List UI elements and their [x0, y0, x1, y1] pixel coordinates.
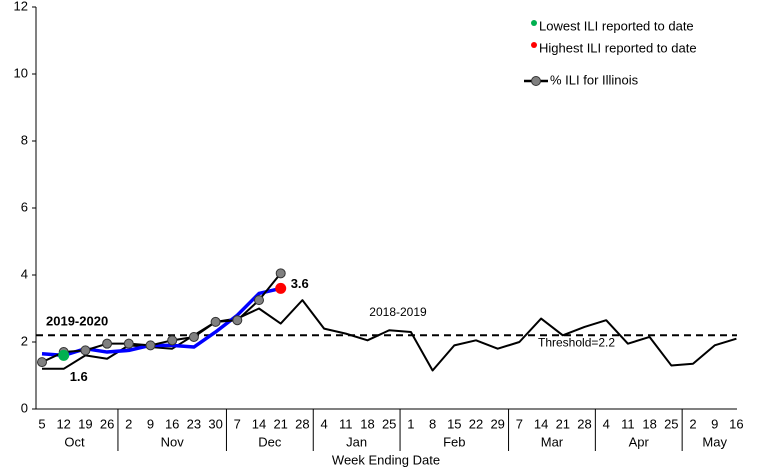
x-tick-label: 4 — [603, 416, 610, 431]
x-tick-label: 9 — [147, 416, 154, 431]
series-marker — [123, 338, 134, 349]
x-tick-label: 7 — [234, 416, 241, 431]
x-tick-label: 14 — [534, 416, 548, 431]
x-tick-label: 22 — [469, 416, 483, 431]
x-tick-label: 30 — [208, 416, 222, 431]
x-tick-label: 25 — [382, 416, 396, 431]
x-tick-label: 11 — [339, 416, 353, 431]
x-tick-label: 15 — [447, 416, 461, 431]
highlight-dot — [58, 349, 70, 361]
series-marker — [80, 345, 91, 356]
series-marker — [210, 316, 221, 327]
series-marker — [102, 338, 113, 349]
x-tick-label: 25 — [664, 416, 678, 431]
x-tick-label: 5 — [38, 416, 45, 431]
y-tick-label: 12 — [14, 0, 28, 13]
x-axis-label: Week Ending Date — [332, 452, 440, 467]
highlight-dot — [275, 282, 287, 294]
threshold-label: Threshold=2.2 — [538, 335, 615, 349]
x-tick-label: 14 — [252, 416, 266, 431]
x-tick-label: 18 — [360, 416, 374, 431]
x-tick-label: 4 — [320, 416, 327, 431]
y-tick-label: 8 — [21, 132, 28, 147]
x-tick-label: 18 — [642, 416, 656, 431]
month-label: Jan — [346, 434, 367, 449]
x-tick-label: 23 — [187, 416, 201, 431]
y-tick-label: 4 — [21, 266, 28, 281]
x-tick-label: 2 — [125, 416, 132, 431]
series-marker — [188, 331, 199, 342]
series-marker — [275, 268, 286, 279]
month-label: May — [702, 434, 727, 449]
x-tick-label: 8 — [429, 416, 436, 431]
series-marker — [145, 340, 156, 351]
series-annotation: 2018-2019 — [369, 305, 427, 319]
y-tick-label: 2 — [21, 333, 28, 348]
x-tick-label: 28 — [577, 416, 591, 431]
series-marker — [254, 295, 264, 306]
x-tick-label: 16 — [729, 416, 743, 431]
x-tick-label: 11 — [621, 416, 635, 431]
x-tick-label: 29 — [490, 416, 504, 431]
legend-label: Lowest ILI reported to date — [539, 18, 694, 33]
x-tick-label: 19 — [78, 416, 92, 431]
x-tick-label: 16 — [165, 416, 179, 431]
series-line — [42, 299, 737, 372]
x-tick-label: 9 — [711, 416, 718, 431]
x-tick-label: 21 — [273, 416, 287, 431]
legend-dot — [531, 42, 537, 48]
x-tick-label: 7 — [516, 416, 523, 431]
y-tick-label: 10 — [14, 65, 28, 80]
month-label: Dec — [258, 434, 282, 449]
month-label: Feb — [443, 434, 465, 449]
y-tick-label: 0 — [21, 400, 28, 415]
month-label: Apr — [629, 434, 650, 449]
month-label: Oct — [64, 434, 85, 449]
legend-label: % ILI for Illinois — [550, 72, 639, 87]
series-marker — [37, 357, 47, 368]
series-marker — [232, 315, 243, 326]
month-label: Nov — [161, 434, 185, 449]
x-tick-label: 12 — [56, 416, 70, 431]
legend-marker — [531, 76, 541, 86]
data-label: 1.6 — [70, 369, 88, 384]
x-tick-label: 21 — [556, 416, 570, 431]
series-marker — [167, 335, 178, 346]
x-tick-label: 1 — [407, 416, 414, 431]
annotation: 2019-2020 — [46, 313, 108, 328]
x-tick-label: 26 — [100, 416, 114, 431]
x-tick-label: 28 — [295, 416, 309, 431]
month-label: Mar — [541, 434, 564, 449]
legend-label: Highest ILI reported to date — [539, 40, 697, 55]
legend-dot — [531, 20, 537, 26]
x-tick-label: 2 — [689, 416, 696, 431]
data-label: 3.6 — [291, 276, 309, 291]
y-tick-label: 6 — [21, 199, 28, 214]
